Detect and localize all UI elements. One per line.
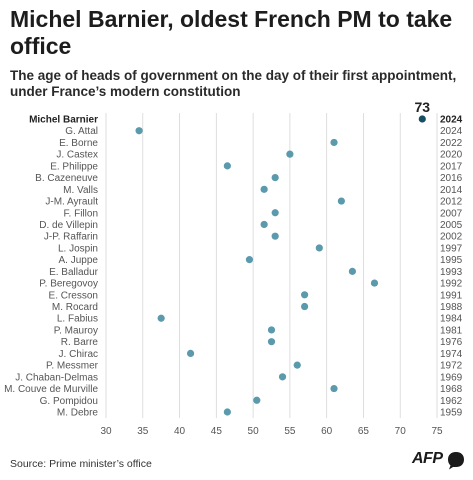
age-dot <box>286 150 294 158</box>
pm-name-label: R. Barre <box>61 337 99 348</box>
age-dot <box>267 338 276 346</box>
age-dot <box>271 232 279 240</box>
year-label: 2022 <box>440 138 463 149</box>
x-tick-label: 60 <box>321 426 333 437</box>
year-label: 1976 <box>440 337 463 348</box>
age-dot <box>418 115 426 123</box>
age-dot <box>330 138 338 147</box>
age-dot <box>271 174 279 182</box>
pm-name-label: D. de Villepin <box>39 220 98 231</box>
x-tick-label: 65 <box>358 426 370 437</box>
speech-bubble-icon <box>448 452 464 470</box>
pm-name-label: A. Juppe <box>59 255 99 266</box>
pm-name-label: J-M. Ayrault <box>45 197 98 208</box>
age-dot <box>315 244 323 252</box>
age-dot <box>271 209 279 217</box>
age-dot <box>223 162 231 170</box>
x-tick-label: 75 <box>431 426 443 437</box>
pm-name-label: L. Fabius <box>57 314 98 325</box>
x-tick-label: 70 <box>395 426 407 437</box>
pm-name-label: J. Chirac <box>59 349 98 360</box>
pm-name-label: P. Messmer <box>46 361 99 372</box>
source-note: Source: Prime minister’s office <box>10 458 152 470</box>
year-label: 1991 <box>440 290 463 301</box>
pm-name-label: E. Cresson <box>49 290 98 301</box>
age-dot <box>245 256 254 264</box>
year-label: 1968 <box>440 384 463 395</box>
age-dot <box>330 384 338 393</box>
pm-name-label: P. Beregovoy <box>39 279 98 290</box>
pm-name-label: E. Balladur <box>49 267 99 278</box>
year-label: 2017 <box>440 161 463 172</box>
year-label: 2005 <box>440 220 463 231</box>
age-dot <box>260 185 268 193</box>
x-tick-label: 40 <box>174 426 186 437</box>
year-label: 1992 <box>440 279 463 290</box>
age-dot <box>253 396 261 404</box>
year-label: 2020 <box>440 150 463 161</box>
age-dot <box>223 408 231 416</box>
age-dot <box>337 197 345 205</box>
pm-name-label: G. Attal <box>65 126 98 137</box>
age-dot <box>157 314 165 322</box>
pm-name-label: F. Fillon <box>64 208 98 219</box>
age-dot <box>370 279 379 287</box>
x-tick-label: 35 <box>137 426 149 437</box>
pm-name-label: M. Debre <box>57 408 99 419</box>
age-dot <box>348 267 357 275</box>
highlight-value-label: 73 <box>414 99 430 115</box>
year-label: 1993 <box>440 267 463 278</box>
pm-name-label: L. Jospin <box>58 243 98 254</box>
age-dot <box>267 326 276 334</box>
pm-name-label: M. Couve de Murville <box>4 384 98 395</box>
year-label: 2002 <box>440 232 463 243</box>
pm-name-label: Michel Barnier <box>29 115 98 126</box>
age-dot <box>301 302 309 311</box>
x-tick-label: 55 <box>284 426 296 437</box>
year-label: 2012 <box>440 197 463 208</box>
year-label: 1995 <box>440 255 463 266</box>
pm-name-label: E. Borne <box>59 138 98 149</box>
age-dot <box>135 127 143 135</box>
pm-name-label: J-P. Raffarin <box>44 232 98 243</box>
year-label: 2024 <box>440 126 463 137</box>
chart-title: Michel Barnier, oldest French PM to take… <box>10 6 453 59</box>
pm-name-label: J. Castex <box>56 150 98 161</box>
year-label: 1969 <box>440 372 463 383</box>
year-label: 1959 <box>440 408 463 419</box>
dot-chart: 30 35 40 45 50 55 60 65 70 75 Michel Barnier 2024 73… <box>4 99 463 437</box>
x-tick-label: 45 <box>211 426 223 437</box>
pm-name-label: B. Cazeneuve <box>35 173 98 184</box>
age-dot <box>278 373 287 381</box>
year-label: 1962 <box>440 396 463 407</box>
year-label: 1981 <box>440 325 463 336</box>
age-dot <box>293 361 301 369</box>
year-label: 1972 <box>440 361 463 372</box>
year-label: 2024 <box>440 115 463 126</box>
pm-name-label: G. Pompidou <box>40 396 98 407</box>
year-label: 1988 <box>440 302 463 313</box>
age-dot <box>186 349 195 357</box>
year-label: 2014 <box>440 185 463 196</box>
year-label: 1974 <box>440 349 463 360</box>
pm-name-label: J. Chaban-Delmas <box>15 372 98 383</box>
age-dot <box>301 291 309 299</box>
year-label: 2016 <box>440 173 463 184</box>
pm-name-label: M. Valls <box>63 185 98 196</box>
pm-name-label: M. Rocard <box>52 302 98 313</box>
year-label: 1984 <box>440 314 463 325</box>
age-dot <box>260 220 268 229</box>
chart-subtitle: The age of heads of government on the da… <box>10 68 457 99</box>
pm-name-label: P. Mauroy <box>54 325 98 336</box>
pm-name-label: E. Philippe <box>50 161 98 172</box>
year-label: 1997 <box>440 243 463 254</box>
afp-logo: AFP <box>412 450 468 472</box>
year-label: 2007 <box>440 208 463 219</box>
x-tick-label: 30 <box>100 426 112 437</box>
x-tick-label: 50 <box>248 426 260 437</box>
logo-text: AFP <box>412 450 443 467</box>
